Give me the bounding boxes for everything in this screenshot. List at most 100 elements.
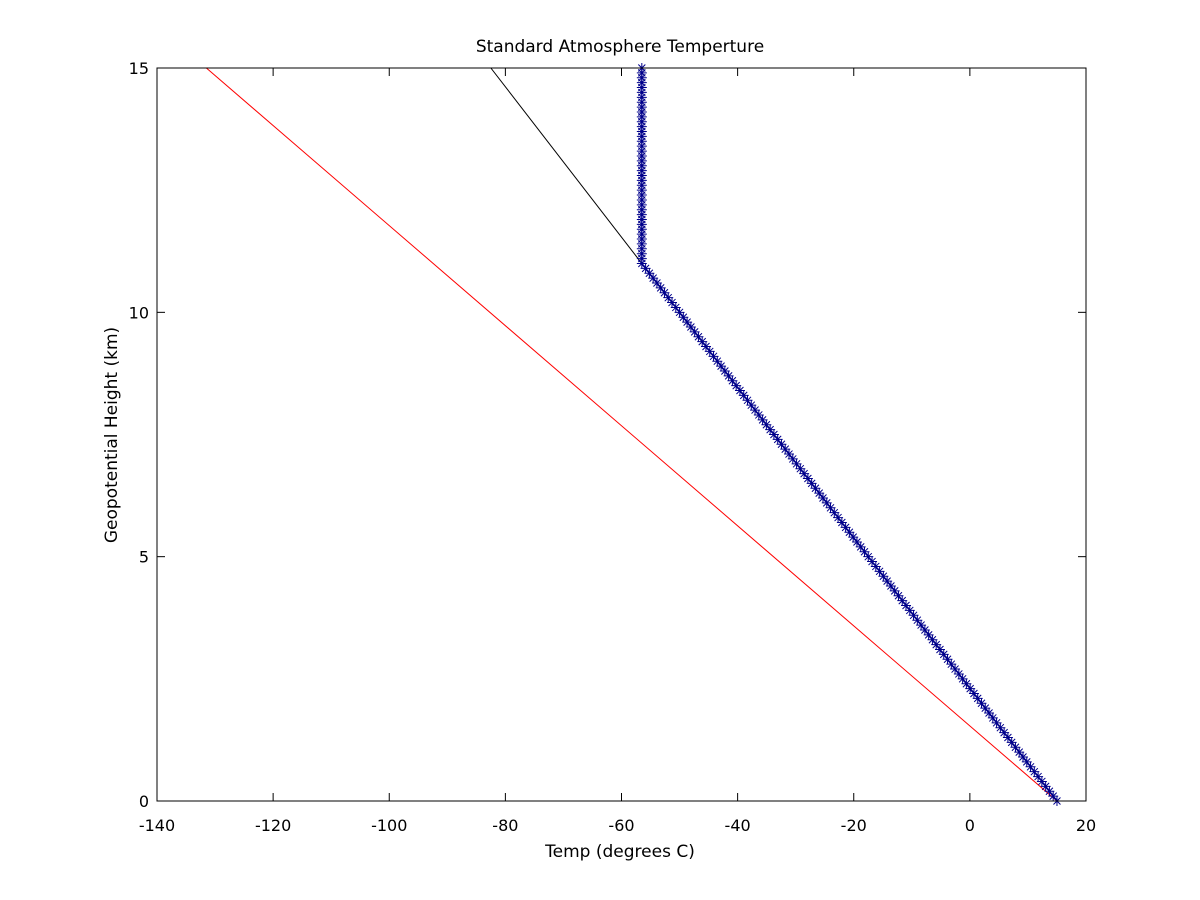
asterisk-marker bbox=[678, 312, 689, 323]
asterisk-marker bbox=[787, 453, 798, 464]
y-tick-label: 10 bbox=[129, 303, 149, 322]
series-layer bbox=[206, 63, 1062, 806]
asterisk-marker bbox=[999, 727, 1010, 738]
asterisk-marker bbox=[689, 326, 700, 337]
asterisk-marker bbox=[644, 268, 655, 279]
asterisk-marker bbox=[957, 673, 968, 684]
asterisk-marker bbox=[840, 522, 851, 533]
asterisk-marker bbox=[825, 502, 836, 513]
asterisk-marker bbox=[727, 375, 738, 386]
asterisk-marker bbox=[716, 361, 727, 372]
asterisk-marker bbox=[670, 302, 681, 313]
asterisk-marker bbox=[772, 434, 783, 445]
asterisk-marker bbox=[723, 370, 734, 381]
x-tick-label: -100 bbox=[371, 816, 407, 835]
asterisk-marker bbox=[931, 639, 942, 650]
x-tick-label: -20 bbox=[841, 816, 867, 835]
asterisk-marker bbox=[878, 571, 889, 582]
asterisk-marker bbox=[897, 595, 908, 606]
asterisk-marker bbox=[859, 546, 870, 557]
asterisk-marker bbox=[685, 321, 696, 332]
asterisk-marker bbox=[953, 668, 964, 679]
asterisk-marker bbox=[651, 278, 662, 289]
x-tick-label: -40 bbox=[725, 816, 751, 835]
asterisk-marker bbox=[942, 654, 953, 665]
asterisk-marker bbox=[1010, 742, 1021, 753]
x-tick-label: 0 bbox=[965, 816, 975, 835]
asterisk-marker bbox=[1014, 747, 1025, 758]
asterisk-marker bbox=[734, 385, 745, 396]
asterisk-marker bbox=[821, 497, 832, 508]
asterisk-marker bbox=[682, 317, 693, 328]
asterisk-marker bbox=[799, 468, 810, 479]
y-axis-label: Geopotential Height (km) bbox=[102, 327, 122, 543]
asterisk-marker bbox=[882, 576, 893, 587]
asterisk-marker bbox=[938, 649, 949, 660]
asterisk-marker bbox=[984, 708, 995, 719]
asterisk-marker bbox=[765, 424, 776, 435]
asterisk-marker bbox=[640, 263, 651, 274]
asterisk-marker bbox=[784, 449, 795, 460]
asterisk-marker bbox=[1021, 756, 1032, 767]
asterisk-marker bbox=[802, 473, 813, 484]
asterisk-marker bbox=[968, 688, 979, 699]
asterisk-marker bbox=[712, 356, 723, 367]
asterisk-marker bbox=[874, 566, 885, 577]
asterisk-marker bbox=[1044, 786, 1055, 797]
asterisk-marker bbox=[704, 346, 715, 357]
asterisk-marker bbox=[995, 722, 1006, 733]
asterisk-marker bbox=[719, 365, 730, 376]
asterisk-marker bbox=[795, 463, 806, 474]
asterisk-marker bbox=[893, 590, 904, 601]
y-tick-label: 0 bbox=[139, 792, 149, 811]
asterisk-marker bbox=[919, 624, 930, 635]
asterisk-marker bbox=[867, 556, 878, 567]
asterisk-marker bbox=[753, 409, 764, 420]
asterisk-marker bbox=[916, 620, 927, 631]
asterisk-marker bbox=[663, 292, 674, 303]
asterisk-marker bbox=[1002, 732, 1013, 743]
asterisk-marker bbox=[1006, 737, 1017, 748]
asterisk-marker bbox=[1033, 771, 1044, 782]
asterisk-marker bbox=[742, 395, 753, 406]
asterisk-marker bbox=[768, 429, 779, 440]
asterisk-marker bbox=[817, 493, 828, 504]
asterisk-marker bbox=[946, 659, 957, 670]
asterisk-marker bbox=[836, 517, 847, 528]
x-axis-label: Temp (degrees C) bbox=[544, 842, 695, 862]
asterisk-marker bbox=[776, 439, 787, 450]
series-markers-3 bbox=[636, 63, 1062, 806]
asterisk-marker bbox=[761, 419, 772, 430]
chart-title: Standard Atmosphere Temperture bbox=[476, 37, 764, 57]
asterisk-marker bbox=[961, 678, 972, 689]
asterisk-marker bbox=[885, 580, 896, 591]
asterisk-marker bbox=[851, 537, 862, 548]
asterisk-marker bbox=[731, 380, 742, 391]
x-tick-label: 20 bbox=[1076, 816, 1096, 835]
asterisk-marker bbox=[927, 634, 938, 645]
asterisk-marker bbox=[648, 273, 659, 284]
x-tick-label: -140 bbox=[139, 816, 175, 835]
asterisk-marker bbox=[912, 615, 923, 626]
asterisk-marker bbox=[923, 629, 934, 640]
x-tick-label: -60 bbox=[608, 816, 634, 835]
asterisk-marker bbox=[1048, 791, 1059, 802]
asterisk-marker bbox=[810, 483, 821, 494]
asterisk-marker bbox=[904, 605, 915, 616]
asterisk-marker bbox=[693, 331, 704, 342]
asterisk-marker bbox=[738, 390, 749, 401]
asterisk-marker bbox=[1036, 776, 1047, 787]
asterisk-marker bbox=[870, 561, 881, 572]
asterisk-marker bbox=[987, 712, 998, 723]
asterisk-marker bbox=[780, 444, 791, 455]
asterisk-marker bbox=[991, 717, 1002, 728]
asterisk-marker bbox=[833, 512, 844, 523]
asterisk-marker bbox=[806, 478, 817, 489]
asterisk-marker bbox=[855, 541, 866, 552]
y-tick-label: 15 bbox=[129, 59, 149, 78]
asterisk-marker bbox=[965, 683, 976, 694]
asterisk-marker bbox=[829, 507, 840, 518]
asterisk-marker bbox=[659, 287, 670, 298]
asterisk-marker bbox=[1018, 752, 1028, 763]
